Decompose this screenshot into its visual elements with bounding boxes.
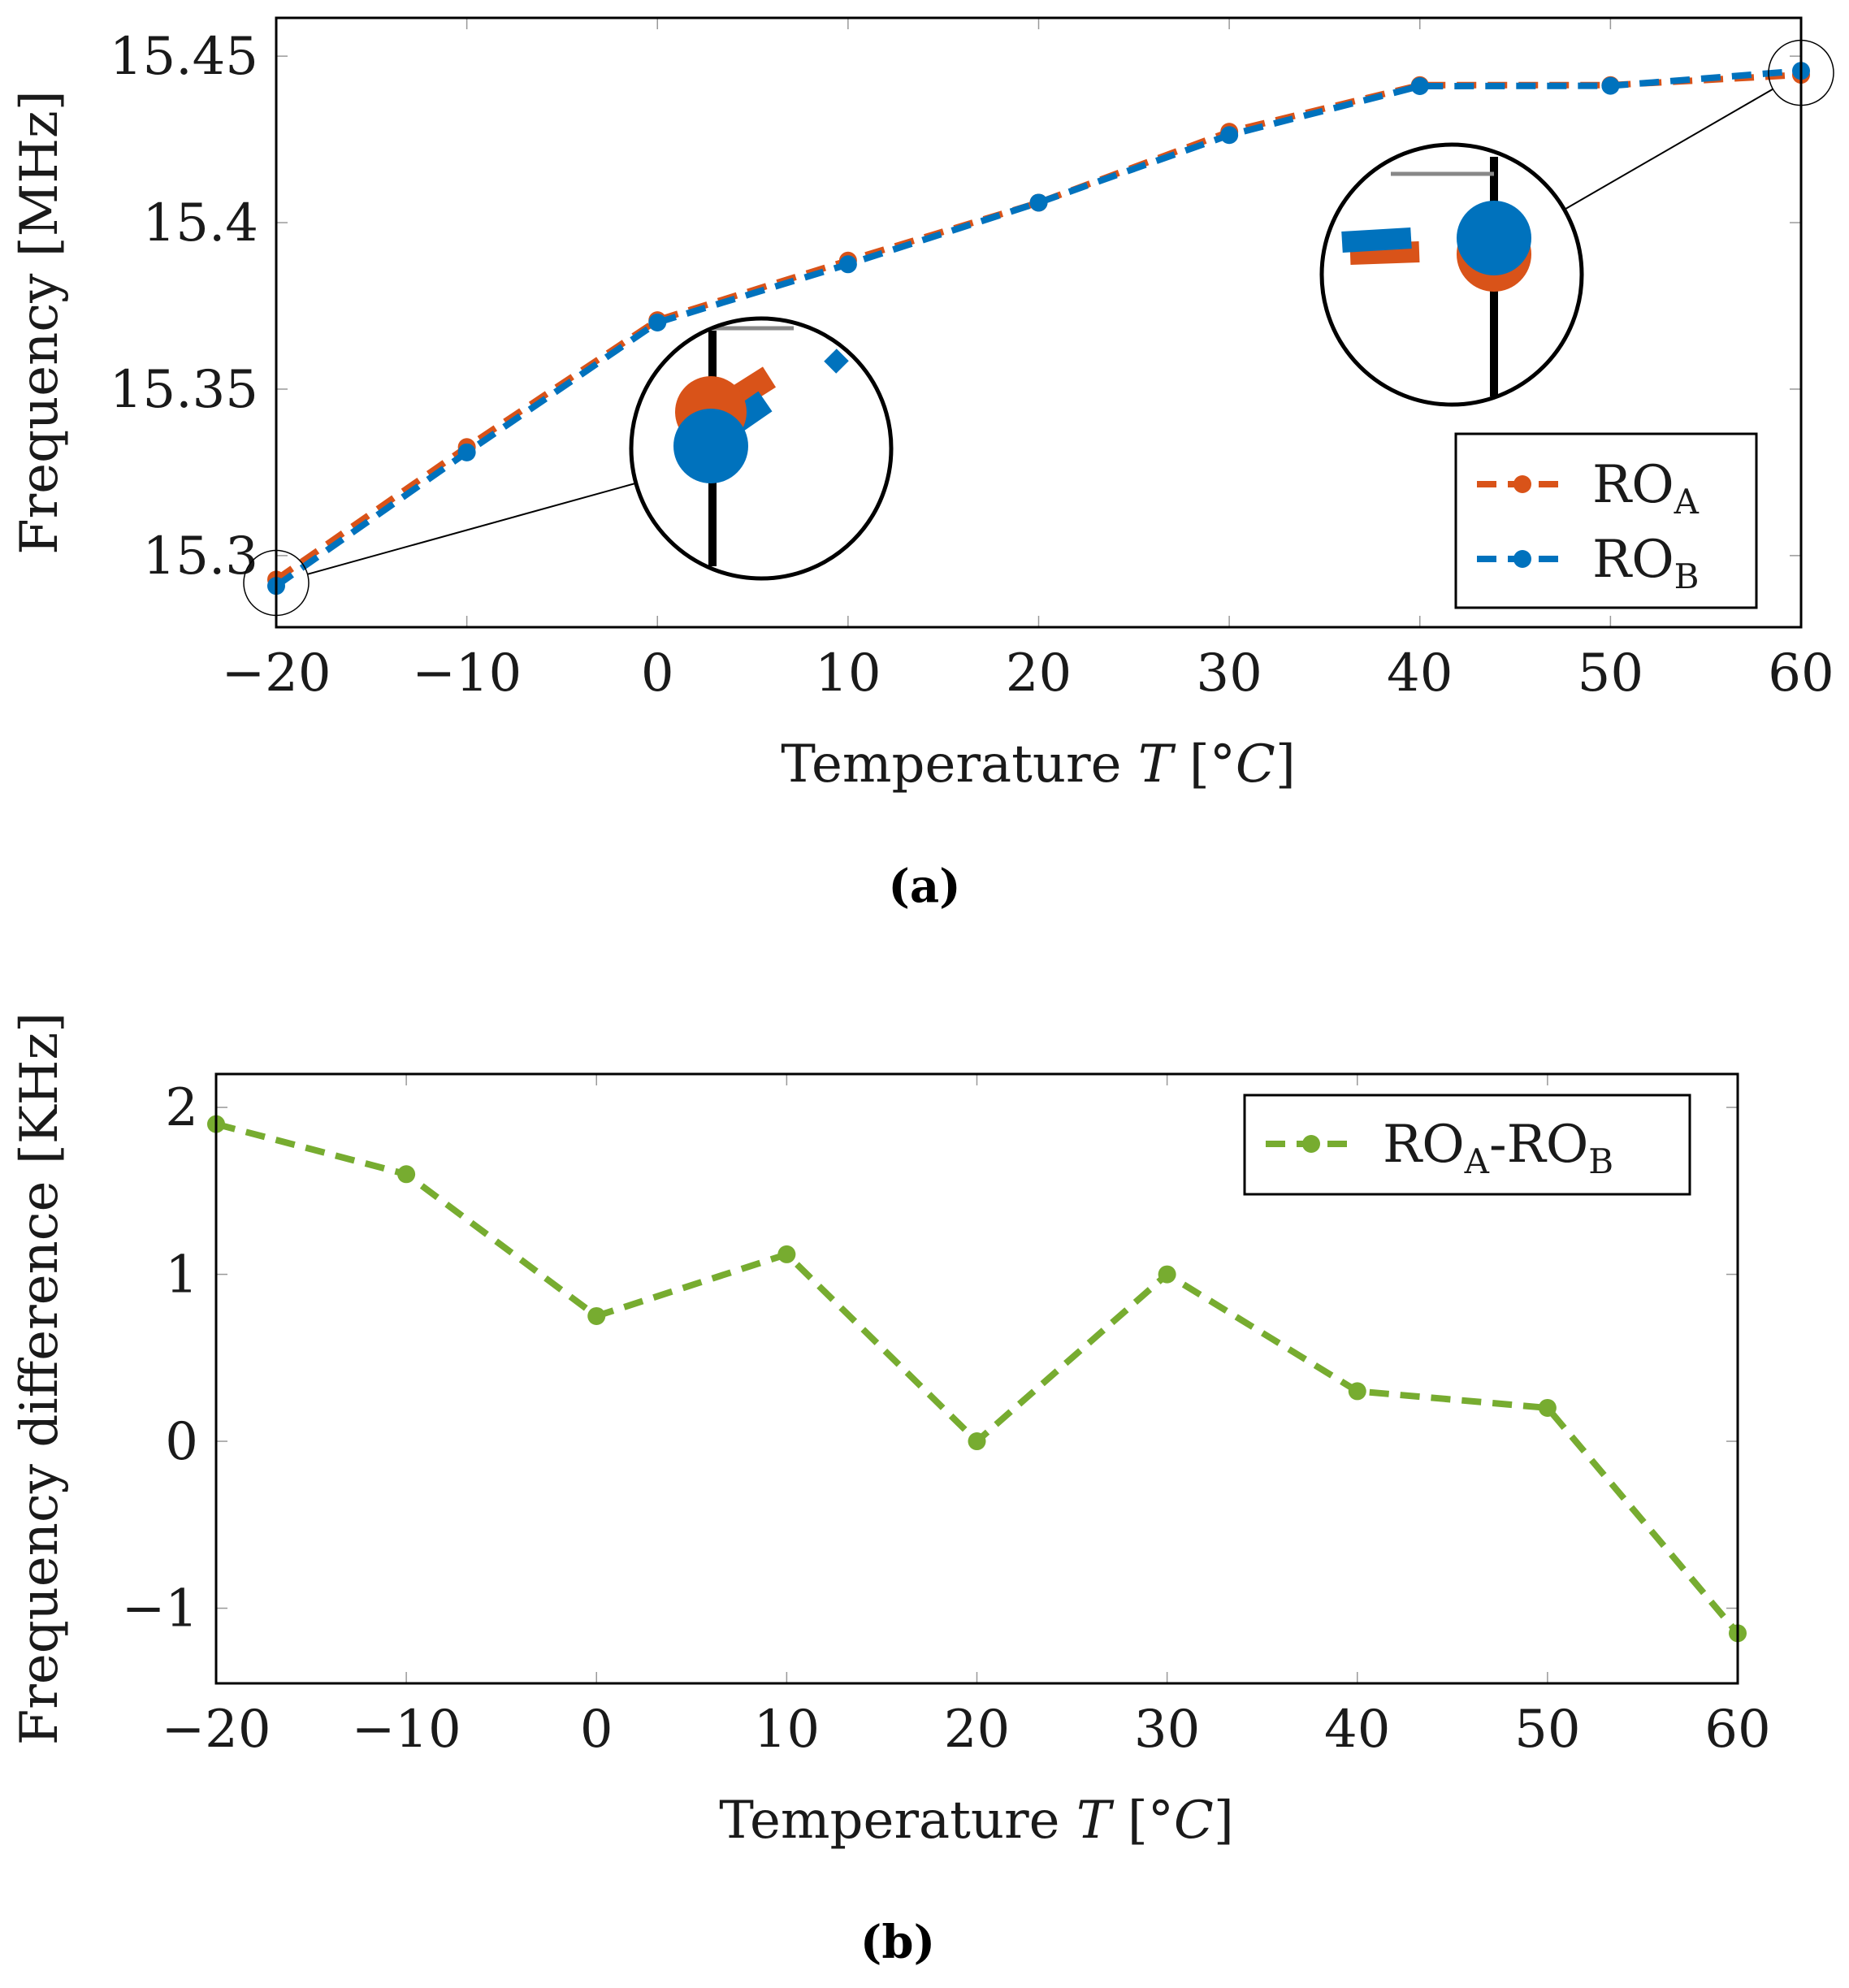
chart-a-caption: (a)	[888, 860, 960, 913]
data-point	[777, 1245, 796, 1263]
legend-marker-ro-b	[1513, 550, 1531, 568]
zoom-connector	[307, 482, 637, 575]
chart-a-series	[267, 62, 1810, 596]
ytick-label: 15.3	[143, 526, 259, 587]
xtick-label: 20	[1006, 643, 1072, 704]
chart-a-xlabel: Temperature T [°C]	[781, 734, 1296, 795]
data-point	[1158, 1265, 1176, 1284]
data-point	[1029, 193, 1048, 212]
data-point	[457, 443, 476, 461]
xtick-label: 50	[1578, 643, 1643, 704]
data-point	[1601, 76, 1620, 95]
data-point	[397, 1165, 416, 1184]
xtick-label: −20	[161, 1700, 271, 1760]
chart-a-insets	[243, 39, 1834, 617]
chart-b-legend: ROA-ROB	[1243, 1094, 1691, 1196]
xtick-label: 50	[1514, 1700, 1580, 1760]
zoom-lens	[1319, 142, 1584, 407]
chart-a-ylabel: Frequency [MHz]	[10, 90, 70, 555]
chart-b-ytick-labels: −1 0 1 2	[122, 1078, 198, 1639]
chart-a-ytick-labels: 15.3 15.35 15.4 15.45	[110, 27, 258, 587]
xtick-label: −10	[412, 643, 522, 704]
xtick-label: 20	[944, 1700, 1010, 1760]
chart-b-xtick-labels: −20 −10 0 10 20 30 40 50 60	[161, 1700, 1770, 1760]
chart-a-xtick-labels: −20 −10 0 10 20 30 40 50 60	[221, 643, 1834, 704]
legend-entry-ro-diff: ROA-ROB	[1266, 1115, 1613, 1181]
data-point	[1348, 1382, 1366, 1401]
ytick-label: 15.45	[110, 27, 258, 87]
xtick-label: 30	[1134, 1700, 1200, 1760]
chart-a-legend: ROA ROB	[1454, 432, 1758, 609]
zoom-series-b-dash	[824, 349, 849, 374]
chart-a-legend-box	[1454, 432, 1758, 609]
ytick-label: −1	[122, 1579, 198, 1639]
xtick-label: 60	[1768, 643, 1834, 704]
xtick-label: 30	[1196, 643, 1262, 704]
series-line-1	[274, 67, 1802, 589]
legend-label-ro-diff: ROA-ROB	[1383, 1115, 1613, 1181]
data-point	[648, 314, 667, 331]
legend-marker-ro-a	[1513, 475, 1531, 493]
ytick-label: 15.35	[110, 360, 258, 420]
ytick-label: 1	[165, 1245, 198, 1306]
zoom-series-b	[1341, 227, 1412, 253]
ytick-label: 0	[165, 1412, 198, 1472]
xtick-label: −10	[352, 1700, 461, 1760]
data-point	[838, 255, 857, 274]
data-point	[1220, 126, 1239, 145]
chart-b-xlabel: Temperature T [°C]	[719, 1791, 1234, 1851]
xtick-label: 0	[580, 1700, 613, 1760]
zoom-connector	[1564, 88, 1773, 210]
xtick-label: 10	[754, 1700, 820, 1760]
zoom-lens-border	[629, 316, 894, 581]
chart-b-series	[207, 1115, 1747, 1643]
zoom-point-b	[1457, 201, 1531, 275]
data-point	[968, 1432, 986, 1451]
chart-a-plot-frame	[275, 16, 1803, 629]
ytick-label: 15.4	[143, 193, 259, 253]
zoom-series-a	[1349, 241, 1420, 265]
legend-label-ro-b: ROB	[1592, 530, 1700, 596]
chart-b-ylabel: Frequency difference [KHz]	[10, 1012, 70, 1745]
legend-entry-ro-b: ROB	[1477, 530, 1700, 596]
xtick-label: −20	[221, 643, 331, 704]
legend-label-ro-a: ROA	[1592, 455, 1700, 522]
xtick-label: 40	[1324, 1700, 1390, 1760]
legend-entry-ro-a: ROA	[1477, 455, 1700, 522]
ytick-label: 2	[165, 1078, 198, 1138]
data-point	[1538, 1398, 1557, 1417]
zoom-lens	[629, 316, 894, 581]
xtick-label: 60	[1704, 1700, 1770, 1760]
xtick-label: 40	[1387, 643, 1453, 704]
zoom-point-b	[673, 409, 748, 483]
xtick-label: 0	[641, 643, 674, 704]
chart-b-plot-frame	[214, 1072, 1739, 1685]
xtick-label: 10	[815, 643, 881, 704]
chart-b-caption: (b)	[860, 1916, 935, 1969]
chart-a: −20 −10 0 10 20 30 40 50 60 15.3 15.35 15.4 15.45 R…	[10, 16, 1834, 913]
zoom-lens-border	[1319, 142, 1584, 407]
data-point	[587, 1306, 606, 1325]
data-point	[1410, 77, 1429, 96]
legend-marker-ro-diff	[1302, 1135, 1320, 1153]
series-line-0	[214, 1120, 1741, 1635]
